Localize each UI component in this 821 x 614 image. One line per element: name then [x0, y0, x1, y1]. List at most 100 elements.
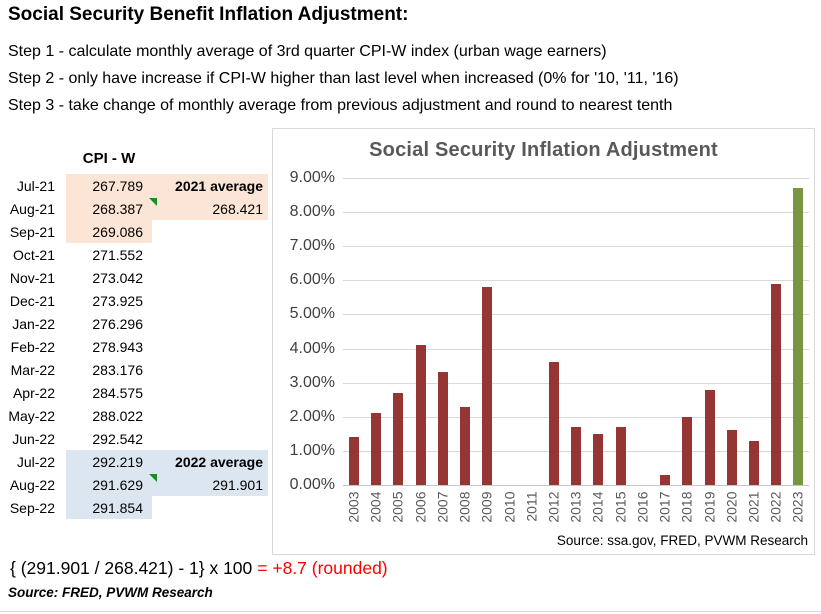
- bar-2005: [393, 392, 404, 485]
- gridline: [343, 212, 809, 214]
- month-cell: Feb-22: [10, 338, 55, 355]
- x-tick-label: 2010: [501, 491, 517, 523]
- value-cell: 283.176: [92, 361, 143, 378]
- x-tick-label: 2020: [723, 491, 740, 523]
- bar-2003: [349, 437, 359, 485]
- month-cell: Nov-21: [9, 269, 55, 286]
- table-row: Jul-22 292.219 2022 average: [0, 450, 268, 473]
- average-cell: [152, 427, 268, 450]
- x-tick-label: 2012: [545, 491, 562, 523]
- average-cell: [152, 220, 268, 243]
- cpi-table: Jul-21 267.789 2021 average Aug-21 268.387 26…: [0, 174, 268, 519]
- x-tick-label: 2007: [434, 491, 451, 523]
- x-tick-label: 2019: [701, 491, 717, 523]
- value-cell: 267.789: [66, 174, 152, 197]
- average-cell: 2022 average: [152, 450, 268, 473]
- month-cell: Oct-21: [12, 246, 55, 263]
- bar-2023: [793, 188, 804, 485]
- y-tick-label: 7.00%: [289, 237, 335, 255]
- month-cell: Jun-22: [12, 430, 55, 447]
- value-cell: 288.022: [92, 407, 143, 424]
- average-cell: [152, 496, 268, 519]
- bar-2015: [615, 427, 626, 485]
- x-tick-label: 2017: [656, 491, 673, 523]
- table-row: Jan-22 276.296: [0, 312, 268, 335]
- table-row: Oct-21 271.552: [0, 243, 268, 266]
- average-cell: [152, 358, 268, 381]
- bar-2017: [660, 474, 671, 485]
- value-cell: 284.575: [92, 384, 143, 401]
- month-cell: Jan-22: [12, 315, 55, 332]
- bar-2006: [415, 345, 426, 485]
- table-row: Jul-21 267.789 2021 average: [0, 174, 268, 197]
- x-tick-label: 2023: [789, 491, 806, 523]
- bar-2018: [682, 416, 693, 485]
- x-tick-label: 2004: [367, 491, 384, 523]
- table-row: Mar-22 283.176: [0, 358, 268, 381]
- average-cell: [152, 243, 268, 266]
- gridline: [343, 382, 809, 384]
- x-tick-label: 2005: [389, 491, 406, 523]
- y-tick-label: 3.00%: [289, 373, 335, 391]
- average-cell: [152, 289, 268, 312]
- gridline: [343, 416, 809, 418]
- steps-list: Step 1 - calculate monthly average of 3r…: [8, 38, 679, 119]
- page-source-note: Source: FRED, PVWM Research: [8, 585, 213, 600]
- average-cell: [152, 404, 268, 427]
- value-cell: 273.042: [92, 269, 143, 286]
- x-tick-label: 2006: [412, 491, 429, 523]
- chart-source-note: Source: ssa.gov, FRED, PVWM Research: [556, 533, 808, 548]
- cola-bar-chart: Social Security Inflation Adjustment Sou…: [272, 128, 815, 555]
- table-row: Aug-21 268.387 268.421: [0, 197, 268, 220]
- average-cell: 268.421: [152, 197, 268, 220]
- table-row: Sep-21 269.086: [0, 220, 268, 243]
- y-tick-label: 8.00%: [289, 203, 335, 221]
- value-cell: 292.542: [92, 430, 143, 447]
- month-cell: Sep-22: [9, 499, 55, 516]
- average-cell: 291.901: [152, 473, 268, 496]
- bar-2004: [371, 413, 382, 485]
- x-tick-label: 2008: [456, 491, 473, 523]
- x-tick-label: 2015: [612, 491, 629, 523]
- table-row: Dec-21 273.925: [0, 289, 268, 312]
- month-cell: Mar-22: [10, 361, 55, 378]
- cpi-table-header: CPI - W: [82, 150, 136, 167]
- bar-2019: [704, 389, 715, 485]
- bar-2012: [549, 362, 559, 485]
- table-row: Nov-21 273.042: [0, 266, 268, 289]
- table-row: Jun-22 292.542: [0, 427, 268, 450]
- y-tick-label: 1.00%: [289, 441, 335, 459]
- bar-2009: [482, 287, 493, 485]
- value-cell: 273.925: [92, 292, 143, 309]
- gridline: [343, 178, 809, 179]
- step-line-2: Step 2 - only have increase if CPI-W hig…: [8, 70, 679, 87]
- month-cell: Jul-22: [16, 453, 55, 470]
- month-cell: Apr-22: [12, 384, 55, 401]
- x-tick-label: 2013: [567, 491, 584, 523]
- gridline: [343, 485, 809, 486]
- bar-2022: [771, 283, 782, 485]
- chart-title: Social Security Inflation Adjustment: [369, 139, 718, 161]
- month-cell: Aug-22: [9, 476, 55, 493]
- month-cell: Sep-21: [9, 223, 55, 240]
- bar-2021: [749, 440, 759, 485]
- x-tick-label: 2018: [678, 491, 695, 523]
- average-cell: [152, 312, 268, 335]
- x-tick-label: 2003: [345, 491, 362, 523]
- value-cell: 278.943: [92, 338, 143, 355]
- value-cell: 276.296: [92, 315, 143, 332]
- formula-result: = +8.7 (rounded): [257, 558, 388, 578]
- value-cell: 291.854: [66, 496, 152, 519]
- gridline: [343, 280, 809, 282]
- gridline: [343, 246, 809, 248]
- table-row: May-22 288.022: [0, 404, 268, 427]
- table-row: Sep-22 291.854: [0, 496, 268, 519]
- average-cell: [152, 335, 268, 358]
- y-tick-label: 5.00%: [289, 305, 335, 323]
- average-cell: [152, 381, 268, 404]
- x-tick-label: 2021: [745, 491, 762, 523]
- comment-marker-icon: [149, 198, 157, 206]
- page-title: Social Security Benefit Inflation Adjust…: [8, 4, 409, 25]
- formula-expression: { (291.901 / 268.421) - 1} x 100: [10, 558, 253, 578]
